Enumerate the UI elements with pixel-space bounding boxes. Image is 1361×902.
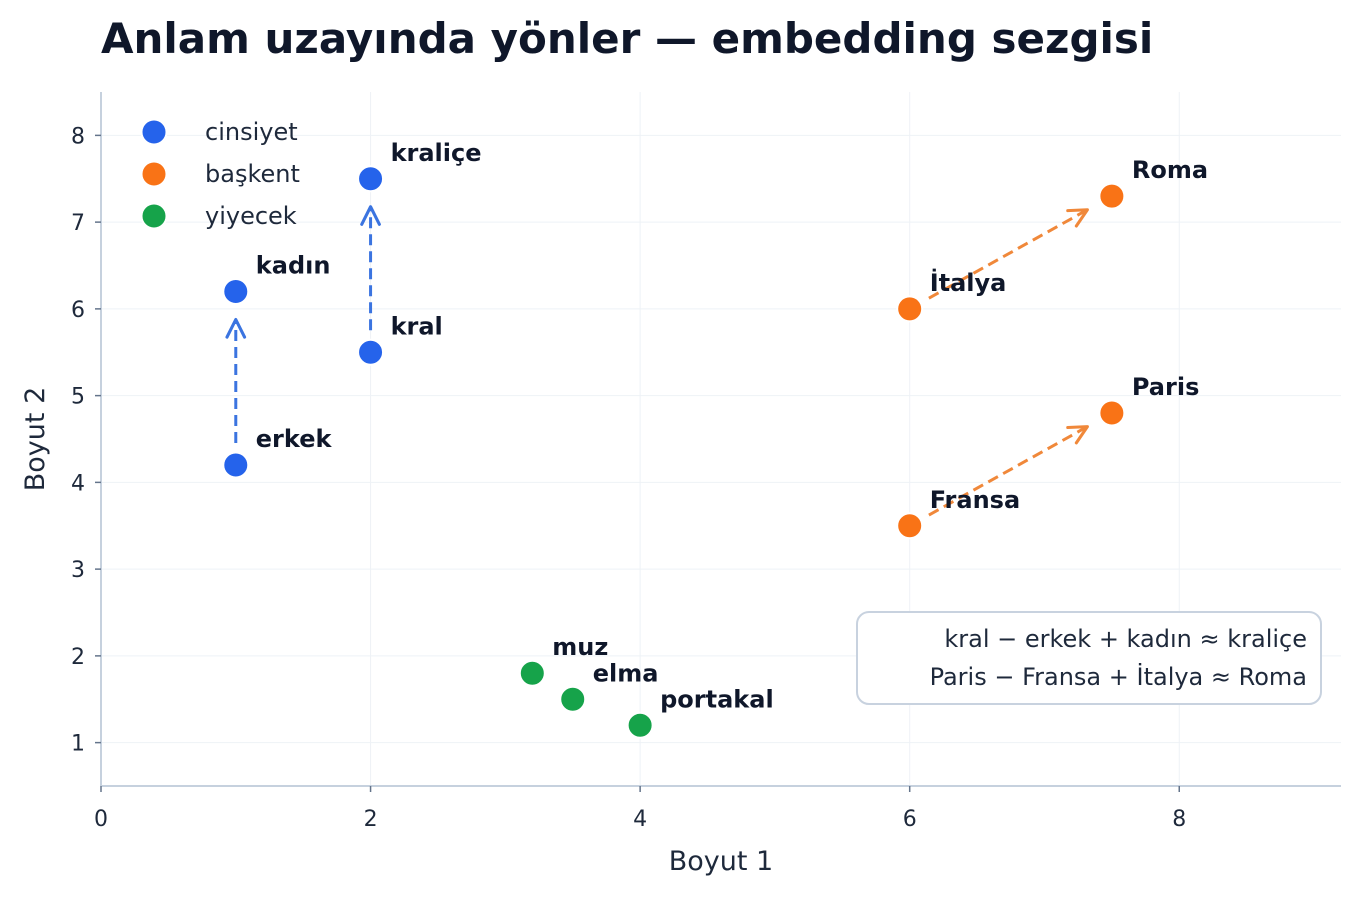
y-tick-label: 1 (71, 732, 85, 757)
x-tick-label: 0 (94, 807, 108, 832)
point-label: portakal (660, 685, 774, 713)
legend-marker (140, 118, 168, 146)
x-tick-label: 8 (1172, 807, 1186, 832)
point-label: kadın (256, 252, 331, 280)
data-point (626, 711, 654, 739)
legend-label: cinsiyet (205, 118, 298, 146)
vector-arrow (928, 425, 1089, 517)
point-label: kral (391, 312, 443, 340)
x-tick-label: 2 (364, 807, 378, 832)
legend-marker (140, 160, 168, 188)
annotation-text: Paris − Fransa + İtalya ≈ Roma (930, 662, 1307, 691)
y-axis-label: Boyut 2 (20, 387, 51, 491)
data-point (222, 451, 250, 479)
x-tick-label: 4 (633, 807, 647, 832)
data-point (1098, 399, 1126, 427)
y-tick-label: 4 (71, 471, 85, 496)
data-point (896, 512, 924, 540)
point-label: İtalya (930, 268, 1007, 297)
data-point (559, 685, 587, 713)
data-point (896, 295, 924, 323)
chart-title: Anlam uzayında yönler — embedding sezgis… (101, 14, 1154, 63)
point-label: Paris (1132, 373, 1200, 401)
y-tick-label: 3 (71, 558, 85, 583)
legend-label: başkent (205, 160, 300, 188)
data-point (357, 338, 385, 366)
x-tick-label: 6 (903, 807, 917, 832)
point-label: Fransa (930, 486, 1020, 514)
point-label: erkek (256, 425, 333, 453)
data-point (518, 659, 546, 687)
legend-marker (140, 202, 168, 230)
point-label: muz (552, 633, 608, 661)
annotation-text: kral − erkek + kadın ≈ kraliçe (944, 625, 1307, 653)
y-tick-label: 8 (71, 124, 85, 149)
y-tick-label: 7 (71, 211, 85, 236)
data-point (222, 278, 250, 306)
legend-label: yiyecek (205, 202, 297, 230)
data-point (1098, 182, 1126, 210)
annotation-box (856, 611, 1322, 705)
y-tick-label: 6 (71, 298, 85, 323)
data-point (357, 165, 385, 193)
point-label: kraliçe (391, 139, 482, 167)
point-label: elma (593, 659, 659, 687)
point-label: Roma (1132, 156, 1208, 184)
vector-arrow (928, 208, 1089, 300)
x-axis-label: Boyut 1 (669, 846, 773, 877)
y-tick-label: 2 (71, 645, 85, 670)
y-tick-label: 5 (71, 385, 85, 410)
